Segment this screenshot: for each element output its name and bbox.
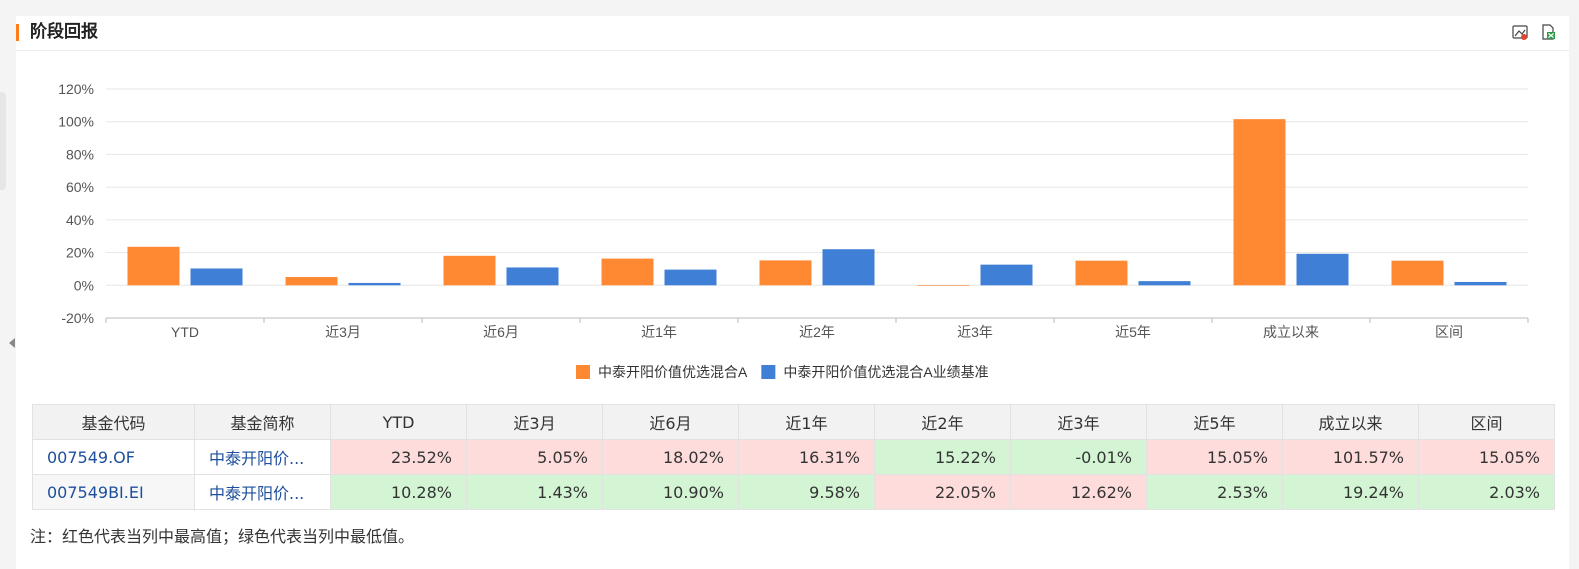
x-tick-label: 成立以来	[1263, 324, 1319, 340]
y-tick-label: 40%	[66, 212, 94, 228]
bar-benchmark	[1296, 253, 1349, 286]
bar-fund	[1075, 260, 1128, 286]
legend-swatch	[761, 365, 776, 379]
legend-label: 中泰开阳价值优选混合A业绩基准	[783, 364, 988, 380]
return-cell: 9.58%	[738, 474, 875, 510]
bar-benchmark	[1454, 281, 1507, 286]
y-tick-label: 120%	[58, 81, 94, 97]
title-accent-bar	[16, 24, 19, 41]
stage-return-chart: -20% 0% 20% 40% 60% 80% 100% 120% YTD 近3月 近6月 近1年 近2…	[58, 81, 1529, 380]
x-tick-label: 近3年	[957, 324, 993, 340]
x-tick-label: YTD	[171, 324, 199, 340]
header-cell[interactable]: YTD	[330, 404, 467, 440]
bar-benchmark	[348, 282, 401, 286]
bar-fund	[443, 255, 496, 286]
header-cell: 基金代码	[32, 404, 195, 440]
bar-fund	[1233, 119, 1286, 286]
x-tick-label: 近2年	[799, 324, 835, 340]
header-cell[interactable]: 成立以来	[1282, 404, 1419, 440]
table-row: 007549BI.EI 中泰开阳价... 10.28% 1.43% 10.90%…	[32, 474, 1555, 510]
stage-return-panel: 阶段回报 -20% 0% 20% 40% 60% 80% 100% 120% YTD 近3月 近6月…	[16, 16, 1569, 569]
y-tick-label: -20%	[61, 310, 94, 326]
left-rail	[0, 0, 8, 569]
x-tick-label: 近1年	[641, 324, 677, 340]
header-cell[interactable]: 近5年	[1146, 404, 1283, 440]
return-cell: 2.03%	[1418, 474, 1555, 510]
stage-return-table: 基金代码 基金简称 YTD 近3月 近6月 近1年 近2年 近3年 近5年 成立…	[32, 404, 1555, 510]
bar-benchmark	[1138, 281, 1191, 286]
header-cell[interactable]: 区间	[1418, 404, 1555, 440]
bar-benchmark	[190, 268, 243, 286]
return-cell: 15.22%	[874, 439, 1011, 475]
header-cell[interactable]: 近1年	[738, 404, 875, 440]
color-legend-note: 注：红色代表当列中最高值；绿色代表当列中最低值。	[30, 527, 415, 546]
return-cell: 5.05%	[466, 439, 603, 475]
table-header-row: 基金代码 基金简称 YTD 近3月 近6月 近1年 近2年 近3年 近5年 成立…	[32, 404, 1555, 440]
bar-fund	[917, 285, 970, 286]
header-cell[interactable]: 近3月	[466, 404, 603, 440]
bar-benchmark	[664, 269, 717, 286]
return-cell: 101.57%	[1282, 439, 1419, 475]
bar-fund	[601, 258, 654, 286]
return-cell: 18.02%	[602, 439, 739, 475]
y-tick-label: 0%	[74, 277, 94, 293]
return-cell: 10.28%	[330, 474, 467, 510]
return-cell: 23.52%	[330, 439, 467, 475]
bar-fund	[127, 246, 180, 286]
excel-export-icon[interactable]	[1540, 24, 1556, 40]
return-cell: 15.05%	[1146, 439, 1283, 475]
header-cell[interactable]: 近6月	[602, 404, 739, 440]
collapse-arrow-icon[interactable]	[9, 338, 15, 348]
y-tick-label: 20%	[66, 245, 94, 261]
image-export-icon[interactable]	[1512, 24, 1528, 40]
return-cell: 10.90%	[602, 474, 739, 510]
header-cell[interactable]: 近2年	[874, 404, 1011, 440]
bar-benchmark	[506, 267, 559, 286]
return-cell: 12.62%	[1010, 474, 1147, 510]
bar-benchmark	[822, 249, 875, 286]
x-tick-label: 近6月	[483, 324, 519, 340]
fund-name-link[interactable]: 中泰开阳价...	[194, 474, 331, 510]
return-cell: -0.01%	[1010, 439, 1147, 475]
return-cell: 2.53%	[1146, 474, 1283, 510]
header-cell: 基金简称	[194, 404, 331, 440]
legend-swatch	[576, 365, 590, 379]
bar-fund	[285, 277, 338, 286]
side-panel-handle[interactable]	[0, 92, 6, 190]
return-cell: 1.43%	[466, 474, 603, 510]
x-tick-label: 近5年	[1115, 324, 1151, 340]
legend-label: 中泰开阳价值优选混合A	[598, 364, 748, 380]
fund-code-link[interactable]: 007549BI.EI	[32, 474, 195, 510]
table-row: 007549.OF 中泰开阳价... 23.52% 5.05% 18.02% 1…	[32, 439, 1555, 475]
return-cell: 15.05%	[1418, 439, 1555, 475]
header-cell[interactable]: 近3年	[1010, 404, 1147, 440]
return-cell: 22.05%	[874, 474, 1011, 510]
panel-title: 阶段回报	[30, 22, 98, 42]
bar-benchmark	[980, 264, 1033, 286]
panel-header: 阶段回报	[16, 16, 1569, 51]
bar-fund	[1391, 260, 1444, 286]
return-cell: 16.31%	[738, 439, 875, 475]
x-tick-label: 区间	[1435, 324, 1463, 340]
x-tick-label: 近3月	[325, 324, 361, 340]
y-tick-label: 100%	[58, 114, 94, 130]
fund-code-link[interactable]: 007549.OF	[32, 439, 195, 475]
bar-fund	[759, 260, 812, 286]
y-tick-label: 60%	[66, 179, 94, 195]
return-cell: 19.24%	[1282, 474, 1419, 510]
fund-name-link[interactable]: 中泰开阳价...	[194, 439, 331, 475]
y-tick-label: 80%	[66, 146, 94, 162]
